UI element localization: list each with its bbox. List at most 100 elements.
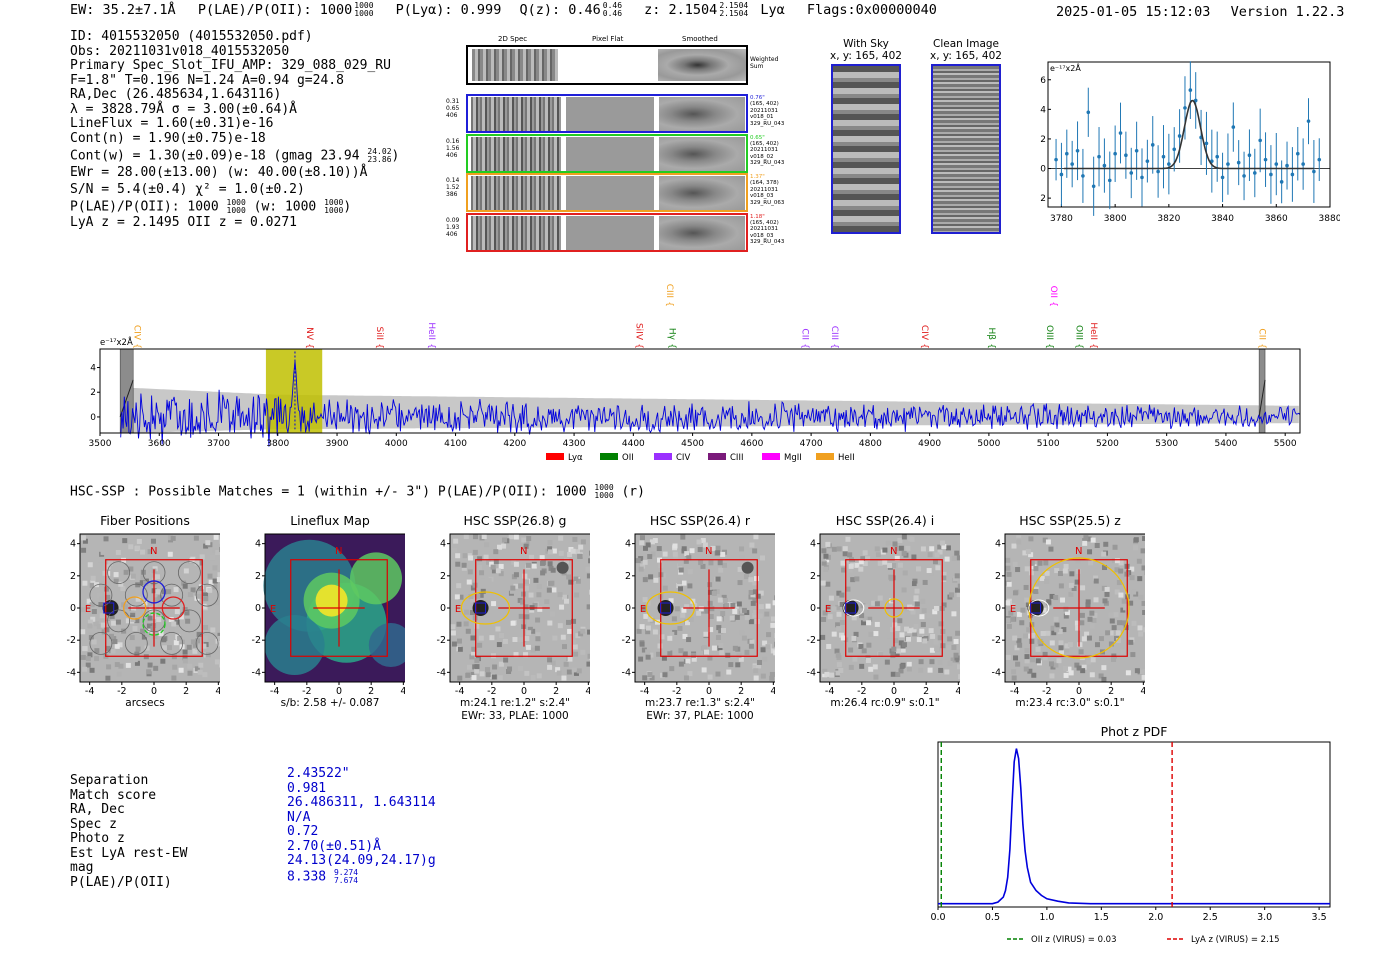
- image-pixel: [845, 586, 851, 592]
- image-pixel: [118, 663, 124, 669]
- image-pixel: [556, 670, 562, 676]
- image-pixel: [835, 622, 841, 628]
- sep-value: 26.486311, 1.643114: [287, 795, 436, 810]
- fiber-circle: [177, 561, 201, 585]
- panel-xtick: -4: [1010, 686, 1019, 697]
- image-pixel: [566, 669, 572, 675]
- plae-sup: 1000: [354, 1, 374, 10]
- image-pixel: [125, 662, 131, 668]
- sep-label: Est LyA rest-EW: [70, 845, 188, 861]
- fiber-blue: [142, 580, 166, 604]
- image-pixel: [1087, 549, 1093, 555]
- info-line: λ = 3828.79Å σ = 3.00(±0.64)Å: [70, 101, 297, 117]
- image-pixel: [540, 560, 546, 566]
- image-pixel: [535, 617, 541, 623]
- image-pixel: [154, 574, 160, 580]
- spectrum-xtick: 3600: [148, 439, 171, 449]
- image-pixel: [1102, 598, 1108, 604]
- image-pixel: [831, 606, 837, 612]
- image-pixel: [677, 561, 683, 567]
- image-pixel: [887, 562, 893, 568]
- image-pixel: [1067, 642, 1073, 648]
- image-pixel: [937, 635, 943, 641]
- image-pixel: [116, 538, 122, 544]
- image-pixel: [94, 656, 100, 662]
- image-pixel: [513, 534, 519, 540]
- image-pixel: [139, 580, 145, 586]
- image-pixel: [707, 674, 713, 680]
- spectrum-line-label: HeII: [1088, 322, 1098, 340]
- zoom-point: [1258, 138, 1262, 143]
- cutout-right-value: v018_01: [750, 114, 774, 121]
- image-pixel: [531, 563, 537, 569]
- image-pixel: [113, 572, 119, 578]
- image-pixel: [217, 632, 220, 638]
- hsc-panel: N E -4 -4 -2 -2 0 0 2 2 4 4: [437, 533, 590, 697]
- image-pixel: [1075, 558, 1081, 564]
- image-pixel: [1051, 630, 1057, 636]
- image-pixel: [469, 610, 475, 616]
- hsc-panel-caption-2: EWr: 37, PLAE: 1000: [646, 710, 754, 722]
- image-pixel: [897, 618, 903, 624]
- image-pixel: [933, 605, 939, 611]
- image-pixel: [171, 621, 177, 627]
- pdf-xtick: 1.0: [1039, 912, 1054, 923]
- image-pixel: [115, 549, 121, 555]
- image-pixel: [529, 607, 535, 613]
- image-pixel: [536, 592, 542, 598]
- image-pixel: [882, 559, 888, 565]
- weighted-sum-row: [466, 45, 748, 85]
- cutout-left-value: 0.16: [446, 137, 460, 145]
- image-pixel: [526, 536, 532, 542]
- image-pixel: [89, 602, 95, 608]
- image-pixel: [1030, 632, 1036, 638]
- cutout-right-value: 329_RU_043: [750, 160, 785, 167]
- image-pixel: [1089, 623, 1095, 629]
- image-pixel: [96, 624, 102, 630]
- image-pixel: [906, 661, 912, 667]
- image-pixel: [491, 568, 497, 574]
- image-pixel: [513, 652, 519, 658]
- image-pixel: [502, 638, 508, 644]
- image-pixel: [210, 555, 216, 561]
- image-pixel: [1081, 664, 1087, 670]
- sep-label: Photo z: [70, 831, 125, 846]
- image-pixel: [686, 637, 692, 643]
- timestamp: 2025-01-05 15:12:03: [1056, 4, 1211, 20]
- image-pixel: [1140, 548, 1145, 554]
- image-pixel: [953, 652, 959, 658]
- image-pixel: [533, 577, 539, 583]
- image-pixel: [820, 580, 826, 586]
- image-pixel: [1066, 666, 1072, 672]
- image-pixel: [1011, 669, 1017, 675]
- image-pixel: [718, 643, 724, 649]
- image-pixel: [1092, 612, 1098, 618]
- image-pixel: [1012, 635, 1018, 641]
- fiber-circle: [89, 583, 113, 607]
- image-pixel: [839, 632, 845, 638]
- image-pixel: [539, 555, 545, 561]
- image-pixel: [1082, 540, 1088, 546]
- panel-xtick: -4: [270, 686, 279, 697]
- image-pixel: [1068, 582, 1074, 588]
- image-pixel: [662, 551, 668, 557]
- fiber-circle: [160, 631, 184, 655]
- with-sky-title: With Sky: [843, 38, 889, 50]
- image-pixel: [153, 665, 159, 671]
- image-pixel: [678, 567, 684, 573]
- image-pixel: [947, 636, 953, 642]
- image-pixel: [1112, 544, 1118, 550]
- image-pixel: [893, 545, 899, 551]
- image-pixel: [863, 604, 869, 610]
- image-pixel: [474, 623, 480, 629]
- image-pixel: [941, 571, 947, 577]
- image-pixel: [1120, 607, 1126, 613]
- spectrum-mask-hatch: [1258, 379, 1266, 418]
- zoom-point: [1150, 143, 1155, 147]
- cutout-right-value: 20211031: [750, 147, 778, 154]
- image-pixel: [840, 560, 846, 566]
- image-pixel: [105, 564, 111, 570]
- image-pixel: [920, 621, 926, 627]
- image-pixel: [182, 583, 188, 589]
- image-pixel: [877, 595, 883, 601]
